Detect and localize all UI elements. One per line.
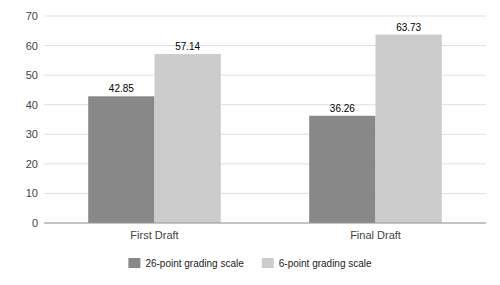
y-tick-label: 50 xyxy=(26,69,38,81)
y-tick-label: 0 xyxy=(32,217,38,229)
x-tick-label: First Draft xyxy=(130,229,178,241)
x-axis: First Draft Final Draft xyxy=(44,223,486,241)
data-label: 57.14 xyxy=(175,41,200,52)
x-tick-label: Final Draft xyxy=(350,229,401,241)
bar xyxy=(155,54,221,223)
legend-swatch xyxy=(128,258,140,268)
legend-label: 26-point grading scale xyxy=(145,258,244,269)
y-tick-label: 70 xyxy=(26,10,38,22)
bar xyxy=(376,35,442,223)
chart: 0 10 20 30 40 50 60 70 42.85 36.26 57.14 63.73 First… xyxy=(0,0,500,285)
data-label: 42.85 xyxy=(109,83,134,94)
data-label: 36.26 xyxy=(330,103,355,114)
bars xyxy=(88,35,442,223)
bar xyxy=(309,116,375,223)
legend-swatch xyxy=(262,258,274,268)
y-axis: 0 10 20 30 40 50 60 70 xyxy=(26,10,486,229)
legend-label: 6-point grading scale xyxy=(279,258,372,269)
y-tick-label: 40 xyxy=(26,99,38,111)
bar xyxy=(88,96,154,223)
grid-line xyxy=(44,16,486,17)
legend: 26-point grading scale 6-point grading sc… xyxy=(128,258,372,269)
y-tick-label: 10 xyxy=(26,187,38,199)
y-tick-label: 20 xyxy=(26,158,38,170)
y-tick-label: 60 xyxy=(26,40,38,52)
data-labels: 42.85 36.26 57.14 63.73 xyxy=(109,22,422,114)
y-tick-label: 30 xyxy=(26,128,38,140)
grid-line xyxy=(44,223,486,224)
data-label: 63.73 xyxy=(396,22,421,33)
x-axis-line xyxy=(44,223,486,224)
